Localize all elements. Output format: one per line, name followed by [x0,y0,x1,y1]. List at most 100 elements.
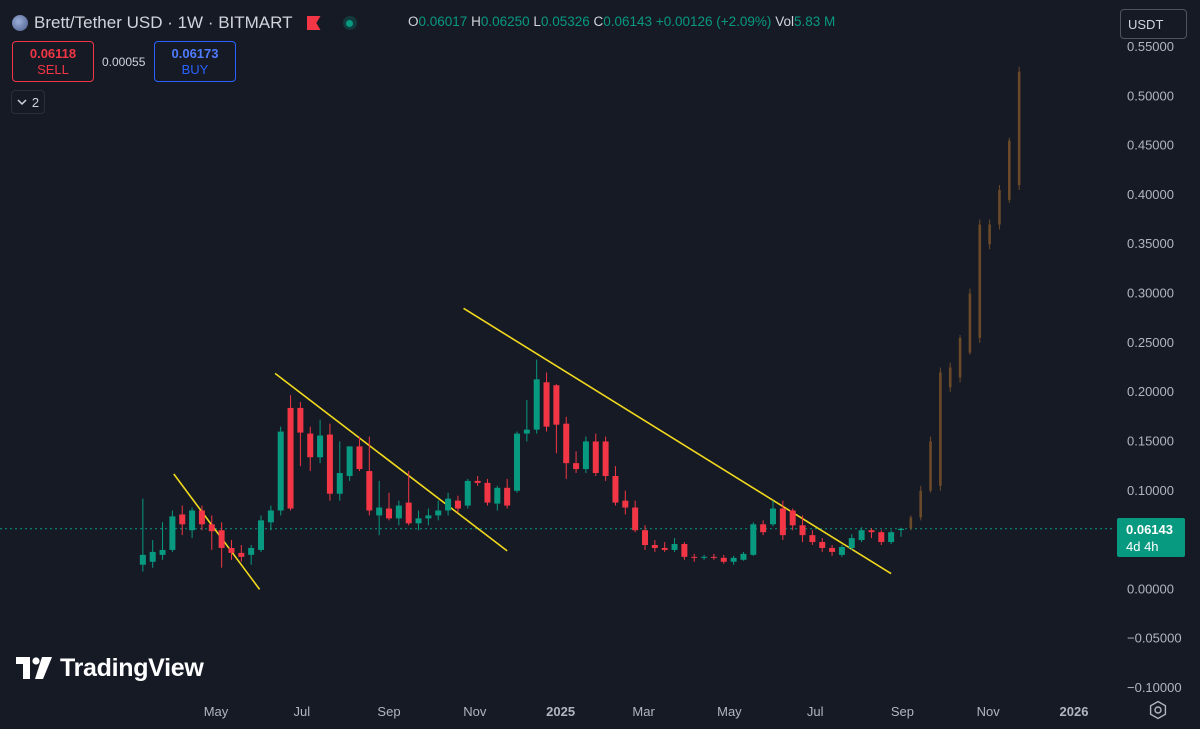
candle[interactable] [632,507,639,531]
projection-candle[interactable] [988,224,991,245]
candle[interactable] [326,434,333,494]
buy-button[interactable]: 0.06173 BUY [154,41,236,82]
candle[interactable] [415,518,422,524]
candle[interactable] [553,385,560,425]
candle[interactable] [307,433,314,458]
candle[interactable] [248,547,255,555]
candle[interactable] [336,473,343,494]
candle[interactable] [878,532,885,543]
currency-selector[interactable]: USDT [1120,9,1187,39]
candle[interactable] [228,547,235,553]
candle[interactable] [897,528,904,531]
candle[interactable] [642,530,648,546]
candle[interactable] [592,441,599,474]
candle[interactable] [277,431,284,511]
candle[interactable] [464,480,471,506]
candle[interactable] [287,407,294,509]
projection-candle[interactable] [929,441,932,491]
sell-button[interactable]: 0.06118 SELL [12,41,94,82]
candle[interactable] [543,382,550,427]
projection-candle[interactable] [978,224,982,338]
candle[interactable] [622,500,629,508]
candle[interactable] [484,482,491,503]
trendline[interactable] [274,372,508,552]
candle[interactable] [445,498,452,511]
candle[interactable] [139,554,146,565]
candle[interactable] [149,551,156,562]
candle[interactable] [395,505,402,519]
candle[interactable] [612,475,619,503]
candle[interactable] [730,557,737,562]
projection-candle[interactable] [968,293,972,353]
candle[interactable] [386,508,393,519]
candle[interactable] [366,471,373,511]
candle[interactable] [258,520,265,550]
candle[interactable] [238,552,245,557]
projection-candle[interactable] [919,490,922,518]
candle[interactable] [888,532,895,543]
projection-candle[interactable] [948,367,952,388]
candle[interactable] [474,480,481,483]
candle[interactable] [799,525,806,536]
candle[interactable] [198,510,205,525]
candle[interactable] [750,524,757,555]
candle[interactable] [376,507,383,516]
candle[interactable] [317,435,324,458]
indicators-toggle-button[interactable]: 2 [11,90,45,114]
candle[interactable] [218,530,225,548]
candle[interactable] [179,514,186,525]
candle[interactable] [710,556,717,558]
candle[interactable] [769,508,776,525]
candle[interactable] [691,556,698,558]
candle[interactable] [819,542,826,548]
candle[interactable] [297,407,304,433]
candle[interactable] [868,530,875,533]
candle[interactable] [169,516,176,550]
candle[interactable] [779,508,786,536]
projection-candle[interactable] [998,189,1001,225]
candle[interactable] [848,538,855,548]
candle[interactable] [651,545,658,548]
candle[interactable] [514,433,521,491]
symbol-title[interactable]: Brett/Tether USD · 1W · BITMART [34,13,293,32]
candle[interactable] [563,423,570,464]
settings-gear-icon[interactable] [1148,700,1168,720]
candle[interactable] [435,510,442,516]
projection-candle[interactable] [1017,71,1021,186]
candle[interactable] [829,547,836,552]
candle[interactable] [454,500,461,509]
candle[interactable] [346,446,353,476]
candle[interactable] [582,441,589,470]
candle[interactable] [189,510,196,531]
flag-icon[interactable] [307,16,321,30]
candle[interactable] [720,557,727,562]
candle[interactable] [858,530,865,541]
candle[interactable] [523,429,530,434]
candle[interactable] [789,510,796,526]
trendline[interactable] [463,307,892,575]
candle[interactable] [740,553,747,560]
candle[interactable] [267,510,274,523]
candle[interactable] [809,535,816,543]
candle[interactable] [573,463,580,470]
tradingview-branding[interactable]: TradingView [16,654,204,682]
projection-candle[interactable] [958,337,962,378]
candle[interactable] [405,502,412,524]
candle[interactable] [701,556,708,558]
projection-candle[interactable] [939,372,942,486]
candle[interactable] [661,547,668,550]
candle[interactable] [671,544,678,550]
projection-candle[interactable] [909,517,913,529]
candle[interactable] [504,487,511,506]
trendline[interactable] [173,473,261,590]
symbol-header[interactable]: Brett/Tether USD · 1W · BITMART [12,12,357,34]
candle[interactable] [356,446,363,470]
candle[interactable] [533,379,540,430]
candle[interactable] [602,441,609,476]
projection-candle[interactable] [1007,140,1011,200]
candle[interactable] [159,549,166,555]
candle[interactable] [494,487,501,504]
candle[interactable] [681,544,688,557]
